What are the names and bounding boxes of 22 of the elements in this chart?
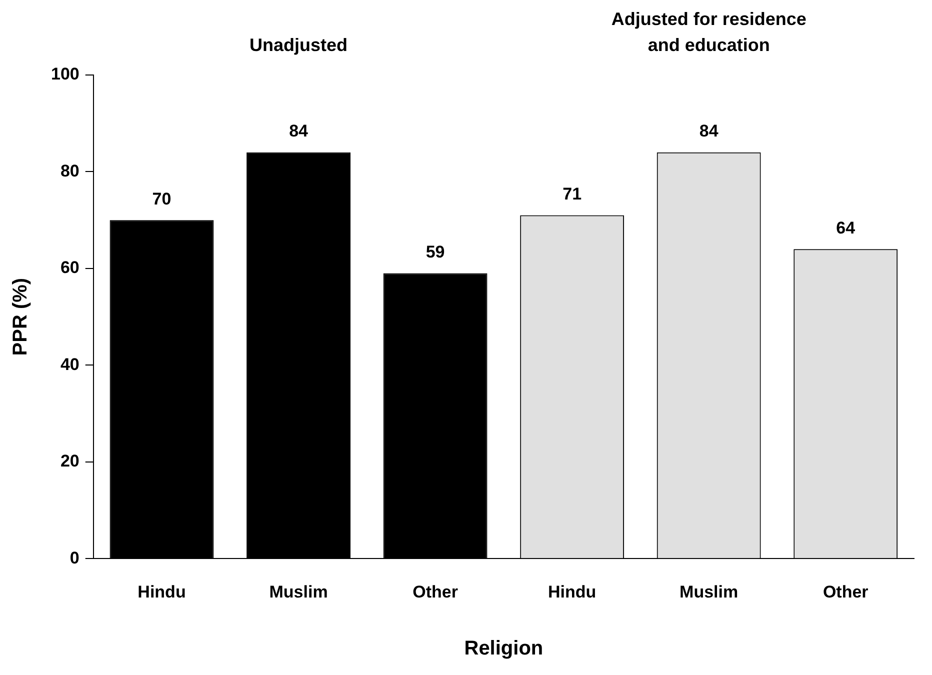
data-label: 84	[699, 122, 719, 141]
data-label: 59	[426, 242, 445, 262]
y-tick-label: 20	[60, 452, 80, 471]
data-label: 70	[152, 189, 172, 208]
x-tick-label: Other	[412, 582, 458, 602]
y-tick-label: 0	[70, 548, 80, 568]
x-tick-label: Hindu	[548, 582, 596, 602]
x-tick-label: Hindu	[138, 582, 186, 602]
text: Adjusted for residence and education	[611, 8, 806, 55]
y-tick-label: 40	[60, 354, 80, 374]
y-tick-label: 100	[50, 64, 80, 84]
data-label: 71	[562, 184, 582, 204]
x-tick-label: Muslim	[680, 582, 738, 602]
data-label: 84	[289, 122, 309, 141]
y-axis-title: PPR (%)	[10, 278, 32, 356]
x-tick-label: Other	[822, 582, 869, 602]
text: Unadjusted	[250, 34, 348, 55]
x-axis-title: Religion	[464, 638, 544, 660]
y-tick-label: 80	[60, 161, 80, 180]
data-label: 64	[836, 218, 856, 238]
y-tick-label: 60	[60, 258, 80, 278]
x-tick-label: Muslim	[269, 582, 328, 602]
